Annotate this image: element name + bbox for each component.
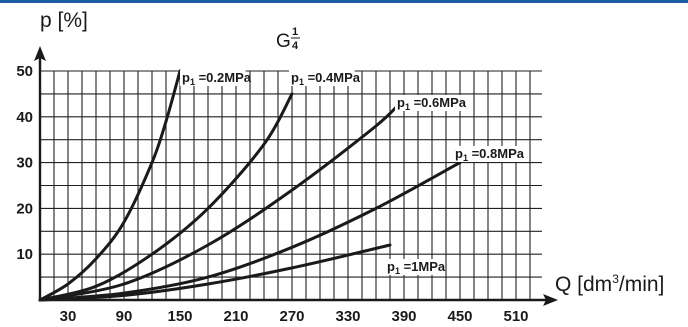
series-line-3 bbox=[38, 97, 406, 302]
y-tick-label: 10 bbox=[16, 246, 33, 263]
y-tick-label: 20 bbox=[16, 200, 33, 217]
x-tick-label: 30 bbox=[60, 308, 77, 325]
y-tick-label: 50 bbox=[16, 63, 33, 80]
x-tick-label: 210 bbox=[223, 308, 248, 325]
series-label-5: p1 =1MPa bbox=[387, 259, 446, 276]
x-tick-label: 270 bbox=[279, 308, 304, 325]
chart-tick-labels: 30 90 150 210 270 330 390 450 510 10 20 30 40 50 bbox=[16, 63, 528, 325]
model-fraction-numerator: 1 bbox=[292, 26, 298, 38]
x-axis-title-main: Q [dm bbox=[555, 273, 612, 296]
series-label-4: p1 =0.8MPa bbox=[455, 146, 525, 163]
y-axis-arrow-icon bbox=[34, 46, 46, 61]
series-label-bg bbox=[289, 70, 355, 86]
series-line-2 bbox=[38, 92, 294, 302]
series-label-bg bbox=[385, 259, 437, 275]
chart-series-labels: p1 =0.2MPa p1 =0.4MPa p1 =0.6MPa p1 =0.8MPa… bbox=[180, 70, 525, 276]
series-label-bg bbox=[395, 95, 461, 111]
y-tick-label: 30 bbox=[16, 155, 33, 172]
chart-series bbox=[38, 69, 462, 302]
model-fraction-denominator: 4 bbox=[292, 40, 299, 52]
series-label-2: p1 =0.4MPa bbox=[291, 70, 361, 87]
model-title: G bbox=[276, 31, 291, 52]
x-axis-title-end: /min] bbox=[619, 273, 665, 296]
series-label-1: p1 =0.2MPa bbox=[182, 70, 252, 87]
x-axis-title: Q [dm3/min] bbox=[555, 272, 664, 296]
y-tick-label: 40 bbox=[16, 109, 33, 126]
series-label-bg bbox=[453, 146, 519, 162]
x-tick-label: 510 bbox=[503, 308, 528, 325]
x-tick-label: 450 bbox=[447, 308, 472, 325]
x-tick-label: 330 bbox=[335, 308, 360, 325]
chart-axes bbox=[34, 46, 558, 306]
x-tick-label: 150 bbox=[167, 308, 192, 325]
y-axis-title: p [%] bbox=[40, 9, 88, 32]
x-axis-arrow-icon bbox=[543, 294, 558, 306]
model-base: G bbox=[276, 31, 291, 52]
series-line-4 bbox=[38, 161, 462, 302]
x-tick-label: 90 bbox=[116, 308, 133, 325]
series-label-bg bbox=[180, 70, 246, 86]
series-line-1 bbox=[38, 69, 182, 302]
series-line-5 bbox=[38, 243, 392, 302]
x-tick-label: 390 bbox=[391, 308, 416, 325]
x-axis-title-sup: 3 bbox=[612, 272, 619, 286]
header-accent-rule bbox=[0, 0, 688, 3]
chart-grid bbox=[40, 70, 542, 300]
series-label-3: p1 =0.6MPa bbox=[397, 95, 467, 112]
